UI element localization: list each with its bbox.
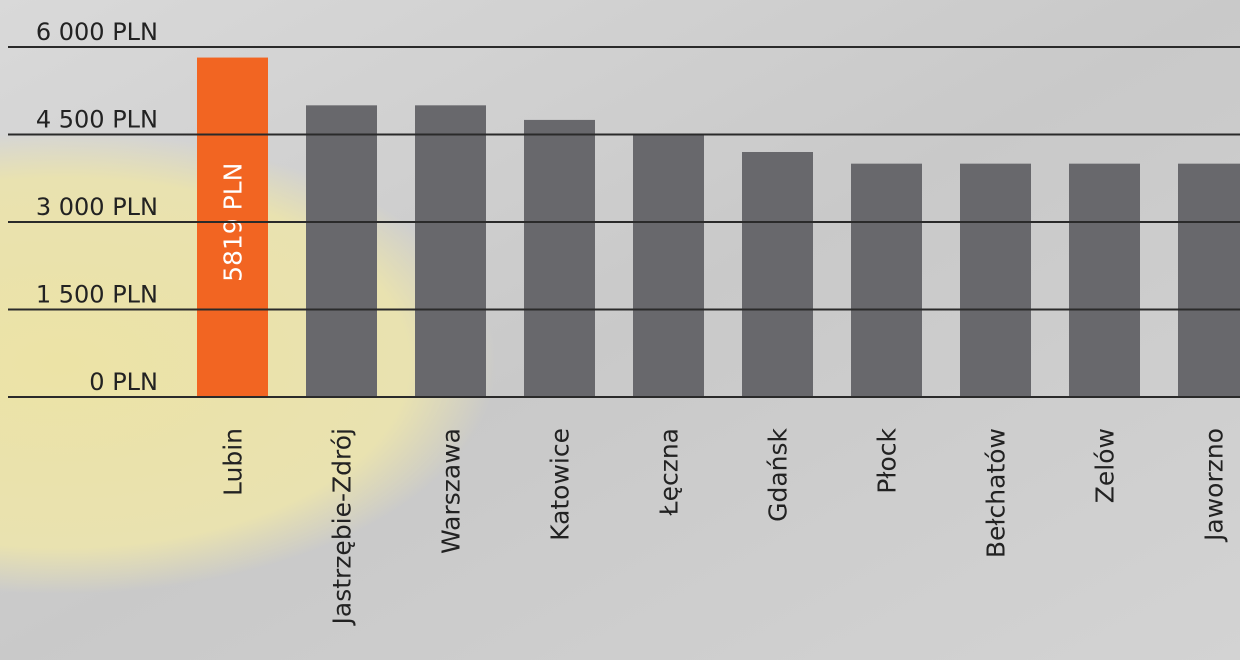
y-tick-label: 0 PLN: [89, 368, 158, 396]
y-tick-label: 6 000 PLN: [36, 18, 158, 46]
bar: [524, 119, 595, 398]
x-tick-label: Katowice: [546, 428, 575, 541]
x-tick-label: Płock: [873, 427, 902, 493]
bar: [633, 134, 704, 397]
x-tick-label: Zelów: [1091, 428, 1120, 503]
x-tick-label: Lubin: [219, 428, 248, 496]
y-tick-label: 4 500 PLN: [36, 106, 158, 134]
x-tick-label: Gdańsk: [764, 427, 793, 521]
x-tick-label: Łęczna: [655, 428, 684, 516]
y-tick-label: 3 000 PLN: [36, 193, 158, 221]
bar: [742, 152, 813, 397]
bar: [415, 105, 486, 397]
bar: [851, 163, 922, 397]
y-tick-label: 1 500 PLN: [36, 281, 158, 309]
x-tick-label: Jaworzno: [1200, 428, 1229, 543]
bar: [1178, 163, 1240, 397]
x-tick-label: Jastrzębie-Zdrój: [328, 428, 357, 626]
bar: [1069, 163, 1140, 397]
x-tick-label: Bełchatów: [982, 428, 1011, 558]
bar: [197, 57, 268, 397]
bar: [960, 163, 1031, 397]
bar: [306, 105, 377, 397]
x-tick-label: Warszawa: [437, 428, 466, 554]
